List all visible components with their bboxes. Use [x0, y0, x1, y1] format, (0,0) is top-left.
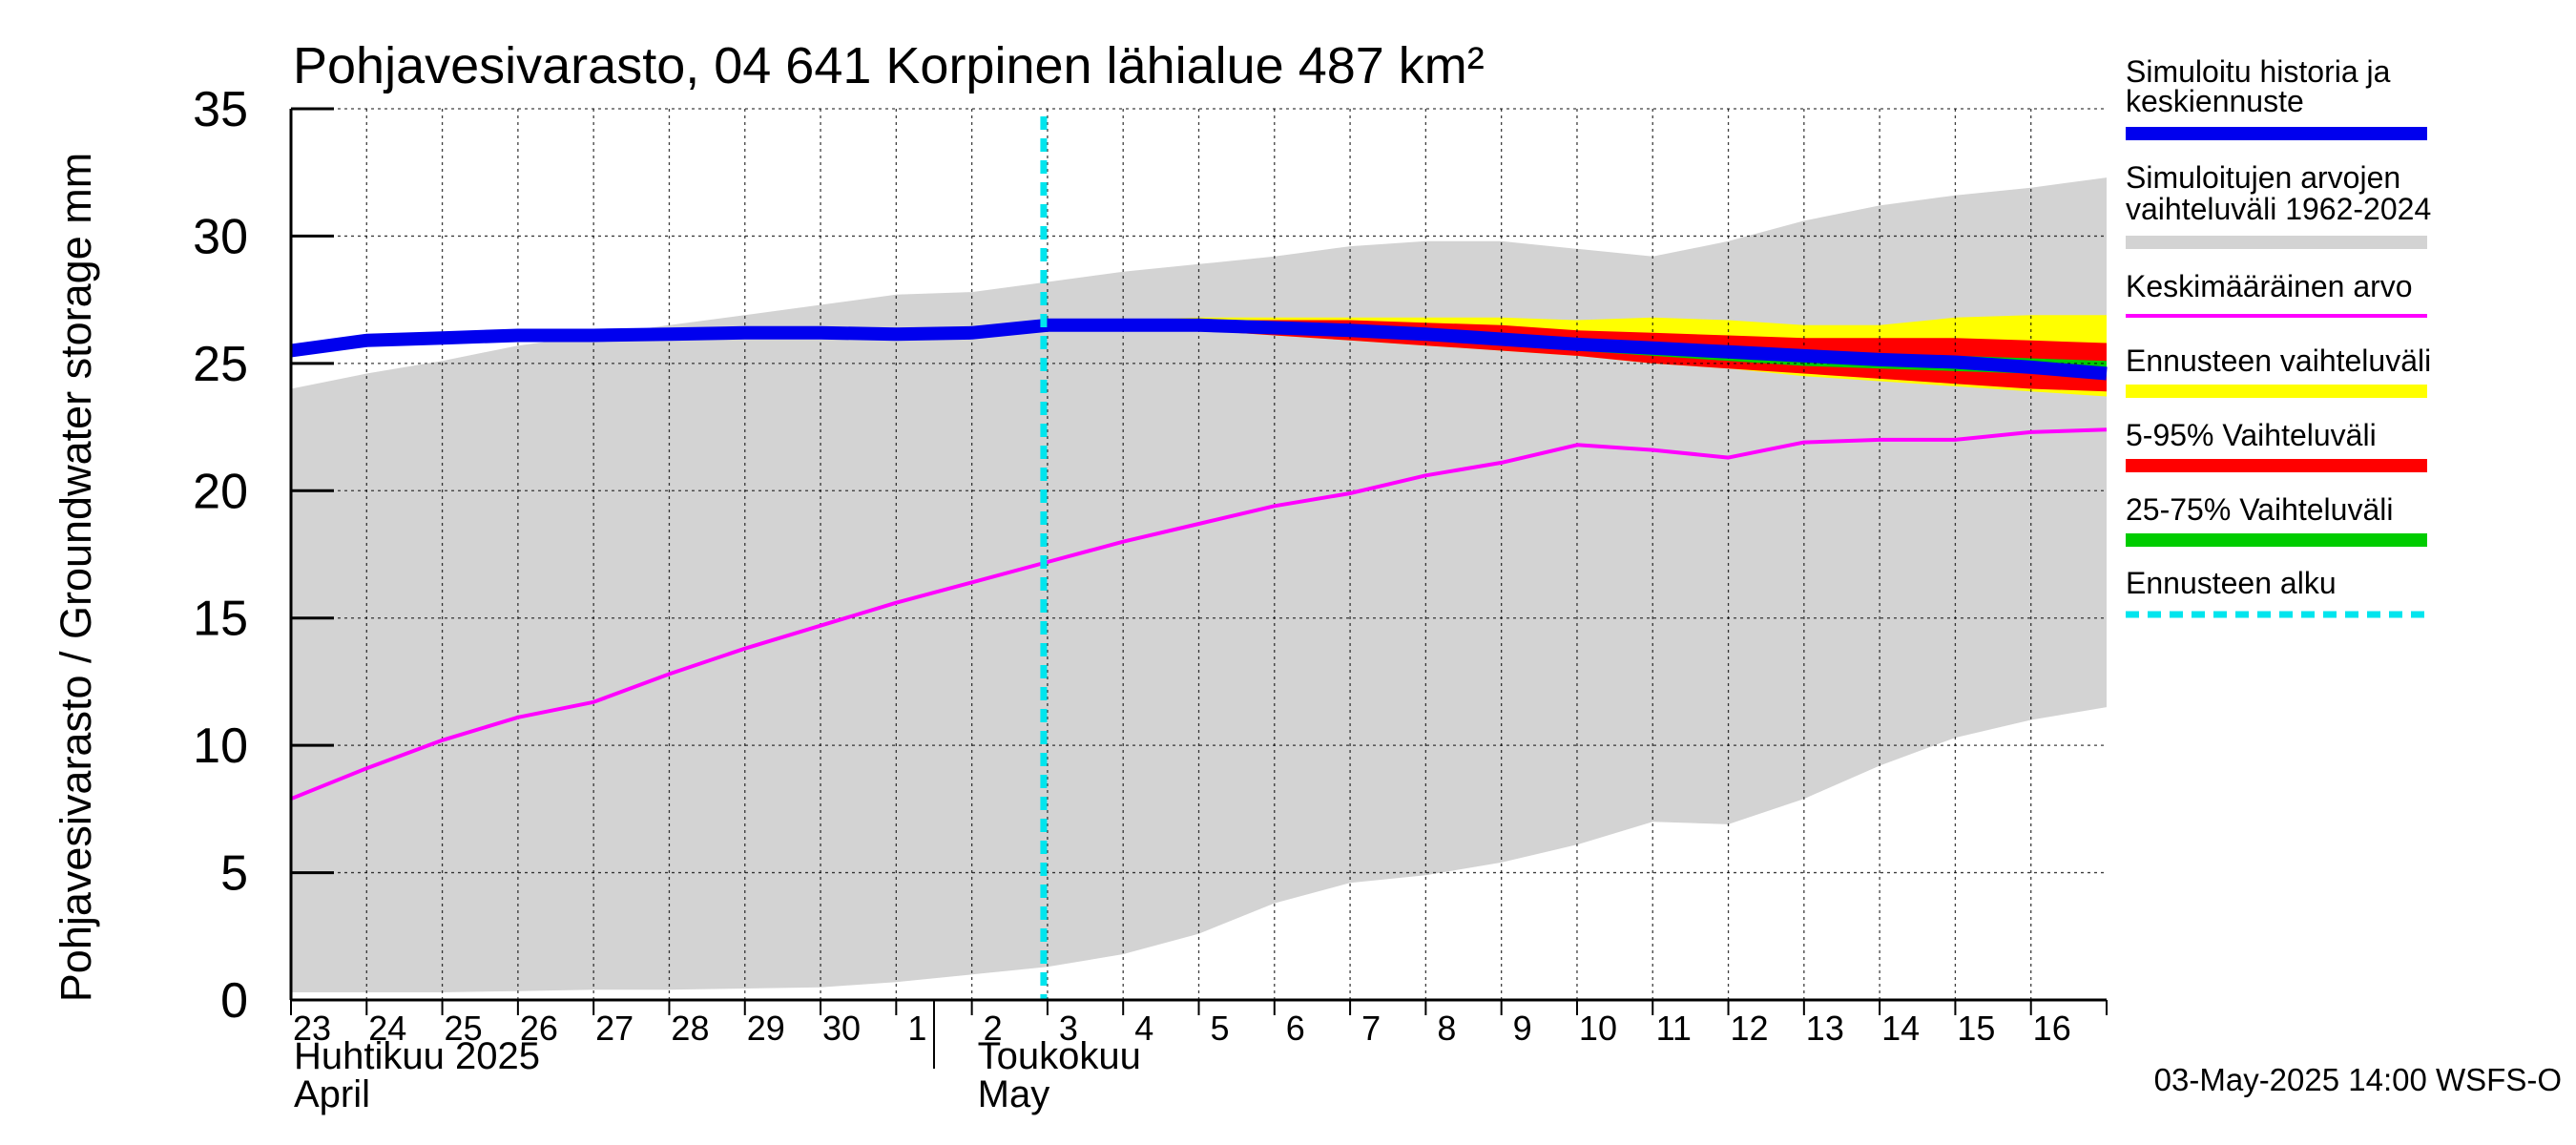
legend-label: Simuloitu historia ja	[2126, 54, 2391, 89]
y-tick-label: 25	[193, 337, 248, 392]
month-label-english: May	[978, 1073, 1050, 1115]
x-tick-label: 14	[1881, 1009, 1920, 1048]
legend-label: Simuloitujen arvojen	[2126, 160, 2400, 195]
legend-label: Ennusteen vaihteluväli	[2126, 344, 2431, 378]
month-label-english: April	[294, 1073, 370, 1115]
x-tick-label: 7	[1361, 1009, 1381, 1048]
band-ff0000	[1047, 320, 2107, 392]
legend-label: 25-75% Vaihteluväli	[2126, 492, 2393, 527]
x-tick-label: 15	[1957, 1009, 1995, 1048]
y-tick-label: 0	[220, 973, 248, 1029]
x-tick-label: 6	[1286, 1009, 1305, 1048]
x-tick-label: 5	[1210, 1009, 1229, 1048]
series-line-ff00ff	[290, 427, 2108, 802]
x-tick-label: 13	[1806, 1009, 1844, 1048]
x-tick-label: 10	[1579, 1009, 1617, 1048]
x-tick-label: 1	[907, 1009, 926, 1048]
legend-label: Keskimääräinen arvo	[2126, 269, 2413, 303]
x-tick-label: 23	[293, 1009, 331, 1048]
y-tick-label: 20	[193, 464, 248, 519]
x-tick-label: 30	[822, 1009, 861, 1048]
legend-label-line2: vaihteluväli 1962-2024	[2126, 192, 2431, 226]
x-tick-label: 12	[1731, 1009, 1769, 1048]
x-tick-label: 4	[1134, 1009, 1153, 1048]
x-tick-label: 2	[984, 1009, 1003, 1048]
x-tick-label: 25	[445, 1009, 483, 1048]
x-tick-label: 8	[1437, 1009, 1456, 1048]
x-tick-label: 27	[595, 1009, 634, 1048]
y-tick-label: 5	[220, 846, 248, 902]
x-tick-label: 3	[1059, 1009, 1078, 1048]
y-axis-label: Pohjavesivarasto / Groundwater storage m…	[52, 153, 100, 1002]
timestamp-footer: 03-May-2025 14:00 WSFS-O	[2154, 1062, 2562, 1097]
chart-title: Pohjavesivarasto, 04 641 Korpinen lähial…	[293, 37, 1485, 94]
x-tick-label: 29	[747, 1009, 785, 1048]
y-tick-label: 30	[193, 209, 248, 264]
series-line-0000ee	[290, 318, 2108, 381]
x-tick-label: 28	[671, 1009, 709, 1048]
x-tick-label: 11	[1656, 1009, 1692, 1048]
legend-label: 5-95% Vaihteluväli	[2126, 418, 2377, 452]
x-tick-label: 9	[1513, 1009, 1532, 1048]
legend-label: Ennusteen alku	[2126, 566, 2337, 600]
month-label: Toukokuu	[978, 1035, 1141, 1077]
y-tick-label: 15	[193, 592, 248, 647]
y-tick-label: 35	[193, 82, 248, 137]
legend-label-line2: keskiennuste	[2126, 84, 2304, 118]
month-label: Huhtikuu 2025	[294, 1035, 540, 1077]
x-tick-label: 16	[2033, 1009, 2071, 1048]
x-tick-label: 24	[368, 1009, 406, 1048]
y-tick-label: 10	[193, 718, 248, 774]
x-tick-label: 26	[520, 1009, 558, 1048]
